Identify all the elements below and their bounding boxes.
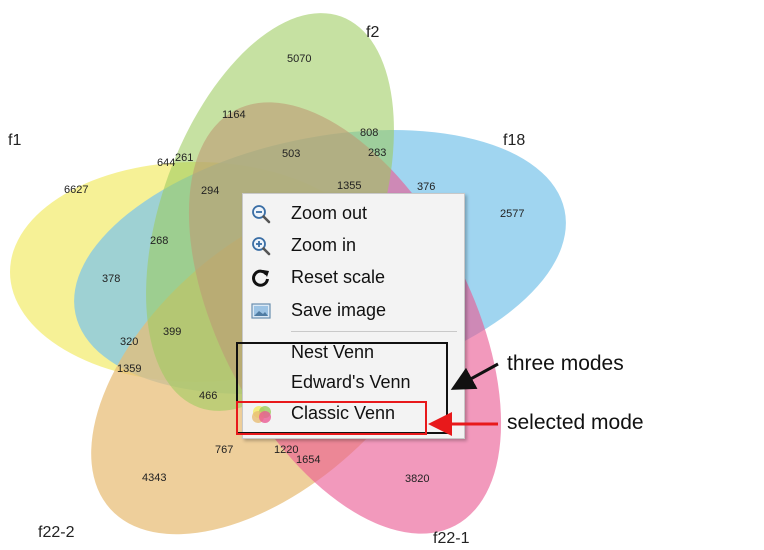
count-label: 2577 (500, 208, 524, 220)
count-label: 261 (175, 152, 193, 164)
selected-mode-label: selected mode (507, 411, 644, 434)
count-label: 283 (368, 147, 386, 159)
menu-item-save-image[interactable]: Save image (243, 295, 464, 325)
zoom-out-icon (251, 204, 271, 224)
menu-item-label: Reset scale (291, 267, 386, 287)
count-label: 503 (282, 148, 300, 160)
count-label: 294 (201, 185, 219, 197)
count-label: 1355 (337, 180, 361, 192)
set-label-f2: f2 (366, 24, 379, 41)
reset-icon (251, 268, 271, 288)
count-label: 399 (163, 326, 181, 338)
zoom-in-icon (251, 236, 271, 256)
classic-venn-icon (251, 404, 271, 424)
count-label: 808 (360, 127, 378, 139)
menu-item-reset-scale[interactable]: Reset scale (243, 262, 464, 292)
count-label: 1220 (274, 444, 298, 456)
count-label: 320 (120, 336, 138, 348)
selected-mode-highlight-box (236, 401, 427, 435)
set-label-f18: f18 (503, 132, 525, 149)
set-label-f22-2: f22-2 (38, 524, 75, 541)
count-label: 644 (157, 157, 175, 169)
count-label: 4343 (142, 472, 166, 484)
image-icon (251, 301, 271, 321)
menu-item-label: Edward's Venn (291, 372, 411, 392)
count-label: 376 (417, 181, 435, 193)
menu-item-nest-venn[interactable]: Nest Venn (243, 337, 464, 367)
three-modes-label: three modes (507, 352, 624, 375)
set-label-f22-1: f22-1 (433, 530, 470, 547)
count-label: 3820 (405, 473, 429, 485)
menu-item-zoom-out[interactable]: Zoom out (243, 198, 464, 228)
count-label: 1654 (296, 454, 320, 466)
count-label: 5070 (287, 53, 311, 65)
menu-item-zoom-in[interactable]: Zoom in (243, 230, 464, 260)
set-label-f1: f1 (8, 132, 21, 149)
menu-item-label: Classic Venn (291, 403, 396, 423)
menu-item-label: Save image (291, 300, 387, 320)
menu-item-label: Nest Venn (291, 342, 375, 362)
menu-item-edwards-venn[interactable]: Edward's Venn (243, 367, 464, 397)
count-label: 6627 (64, 184, 88, 196)
count-label: 378 (102, 273, 120, 285)
menu-separator (291, 331, 457, 332)
count-label: 1359 (117, 363, 141, 375)
count-label: 767 (215, 444, 233, 456)
count-label: 268 (150, 235, 168, 247)
count-label: 466 (199, 390, 217, 402)
count-label: 1164 (222, 109, 246, 121)
menu-item-classic-venn[interactable]: Classic Venn (243, 398, 464, 428)
context-menu: Zoom out Zoom in Reset scale Save image … (242, 193, 465, 439)
menu-item-label: Zoom in (291, 235, 357, 255)
menu-item-label: Zoom out (291, 203, 368, 223)
